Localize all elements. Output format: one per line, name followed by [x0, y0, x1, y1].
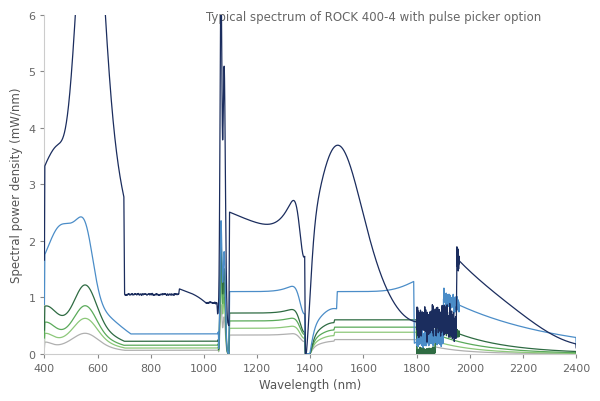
Title: Typical spectrum of ROCK 400-4 with pulse picker option: Typical spectrum of ROCK 400-4 with puls…: [206, 10, 542, 24]
Y-axis label: Spectral power density (mW/nm): Spectral power density (mW/nm): [10, 87, 23, 282]
X-axis label: Wavelength (nm): Wavelength (nm): [259, 378, 361, 391]
